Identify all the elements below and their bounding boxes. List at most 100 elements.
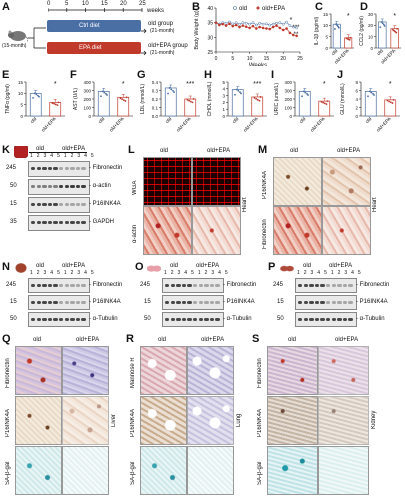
row-label: Fibronectin bbox=[257, 358, 263, 388]
blot-band bbox=[209, 318, 215, 321]
blot-band bbox=[326, 318, 331, 321]
data-point bbox=[172, 89, 174, 92]
y-tick-label: 35 bbox=[207, 21, 213, 27]
blot-group-epa: old+EPA bbox=[62, 146, 86, 152]
micrograph-wga-old bbox=[143, 157, 192, 206]
data-point bbox=[271, 25, 275, 29]
x-tick-label: 15 bbox=[264, 56, 270, 62]
blot-p16 bbox=[295, 295, 357, 310]
category-label: old+EPA bbox=[375, 116, 393, 134]
y-tick-label: 30 bbox=[207, 35, 213, 41]
data-point bbox=[248, 22, 251, 26]
micrograph-liver-sabgal-epa bbox=[62, 446, 109, 495]
data-point bbox=[244, 21, 248, 25]
glu-bar-chart: 0 2 4 6 8 GLU (mmol/L) old old+EPA * bbox=[340, 80, 400, 134]
blot-group-epa: old+EPA bbox=[62, 263, 86, 269]
y-tick-label: 10 bbox=[368, 34, 374, 39]
data-point bbox=[394, 30, 397, 33]
blot-band bbox=[47, 284, 53, 287]
blot-band bbox=[298, 301, 303, 304]
blot-band bbox=[47, 185, 53, 188]
mw-marker: 245 bbox=[140, 282, 151, 288]
blot-band bbox=[337, 318, 342, 321]
y-axis-label: LDL (mmol/L) bbox=[140, 84, 146, 114]
category-label: old bbox=[29, 116, 38, 125]
blot-band bbox=[309, 318, 314, 321]
panel-label-d: D bbox=[360, 1, 368, 13]
blot-tubulin bbox=[28, 312, 90, 327]
epa-diet-bar: EPA diet bbox=[47, 42, 141, 54]
week-tick: 20 bbox=[120, 1, 127, 7]
start-age: (15-month) bbox=[2, 43, 27, 49]
data-point bbox=[168, 87, 171, 89]
data-point bbox=[259, 96, 262, 98]
data-point bbox=[347, 38, 350, 41]
data-point bbox=[281, 22, 285, 26]
blot-band bbox=[320, 318, 325, 321]
y-tick-label: 200 bbox=[83, 97, 91, 102]
micrograph-lung-sabgal-epa bbox=[187, 446, 234, 495]
blot-band bbox=[59, 301, 64, 304]
micrograph-fibronectin-old bbox=[273, 206, 322, 255]
data-point bbox=[275, 21, 278, 25]
blot-band bbox=[204, 284, 209, 287]
y-tick-label: 4 bbox=[355, 97, 358, 102]
data-point bbox=[251, 21, 255, 25]
data-point bbox=[285, 20, 288, 24]
micrograph-kidney-fibronectin-epa bbox=[318, 346, 369, 395]
blot-band bbox=[309, 301, 314, 304]
panel-label-n: N bbox=[2, 261, 10, 273]
blot-band bbox=[193, 318, 198, 321]
data-point bbox=[372, 92, 374, 95]
blot-band bbox=[47, 167, 53, 170]
blot-band bbox=[314, 318, 320, 321]
y-tick-label: 10 bbox=[323, 23, 329, 28]
data-point bbox=[186, 98, 189, 101]
significance-mark: ** bbox=[294, 32, 299, 38]
y-tick-label: 0 bbox=[325, 46, 328, 51]
panel-label-r: R bbox=[126, 333, 134, 345]
data-point bbox=[389, 101, 392, 104]
blot-band bbox=[53, 185, 58, 188]
blot-band bbox=[348, 318, 353, 321]
micrograph-p16-old bbox=[273, 157, 322, 206]
data-point bbox=[54, 103, 57, 106]
blot-band bbox=[59, 318, 64, 321]
x-tick-label: 10 bbox=[247, 56, 253, 62]
y-tick-label: 300 bbox=[284, 88, 292, 93]
data-point bbox=[396, 27, 398, 30]
data-point bbox=[237, 89, 240, 92]
blot-band bbox=[53, 301, 58, 304]
blot-band bbox=[75, 301, 81, 304]
blot-band bbox=[64, 284, 69, 287]
row-label-p16: P16INK4A bbox=[262, 170, 268, 200]
data-point bbox=[304, 91, 307, 94]
data-point bbox=[336, 24, 339, 27]
tnfa-bar-chart: 0 5 10 15 TNFα (pg/ml) old old+EPA * bbox=[5, 80, 65, 133]
blot-band bbox=[42, 301, 47, 304]
y-tick-label: 5 bbox=[325, 34, 328, 39]
blot-fibronectin bbox=[162, 278, 224, 293]
blot-band bbox=[42, 284, 47, 287]
row-label: Mannose R bbox=[130, 357, 136, 389]
row-label: P16INK4A bbox=[5, 408, 11, 438]
blot-band bbox=[176, 284, 181, 287]
data-point bbox=[256, 98, 259, 101]
panel-label-h: H bbox=[204, 69, 212, 81]
blot-band bbox=[70, 185, 75, 188]
legend-marker bbox=[233, 6, 237, 10]
blot-group-old: old bbox=[36, 146, 45, 152]
blot-group-epa: old+EPA bbox=[196, 263, 220, 269]
liver-icon bbox=[14, 262, 28, 274]
y-axis-label: IL-1β (pg/ml) bbox=[314, 16, 320, 45]
panel-label-a: A bbox=[2, 1, 10, 13]
data-point bbox=[224, 21, 228, 25]
category-label: old+EPA bbox=[309, 116, 327, 134]
micrograph-p16-epa bbox=[322, 157, 371, 206]
kidney-icon bbox=[280, 262, 294, 274]
blot-band bbox=[42, 203, 47, 206]
blot-band bbox=[31, 203, 36, 206]
week-tick: 10 bbox=[82, 1, 89, 7]
